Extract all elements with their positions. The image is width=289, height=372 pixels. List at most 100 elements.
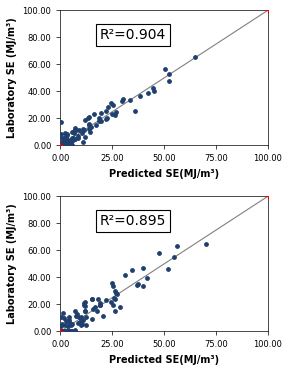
Point [65, 328, 70, 334]
Point [64, 142, 69, 148]
Point [96, 115, 101, 121]
Point [167, 71, 171, 77]
Point [96, 296, 101, 302]
Point [96, 118, 101, 124]
Point [88, 124, 93, 130]
Point [60, 328, 64, 334]
Point [111, 283, 115, 289]
Point [66, 327, 70, 333]
Point [128, 97, 133, 103]
Point [63, 142, 68, 148]
Point [129, 267, 134, 273]
Point [90, 315, 94, 321]
Point [63, 328, 68, 334]
Point [60, 328, 64, 334]
Point [157, 250, 161, 256]
Point [71, 137, 75, 143]
Point [60, 139, 64, 145]
Point [73, 127, 78, 133]
Point [60, 142, 65, 148]
Point [76, 135, 80, 141]
Point [58, 323, 63, 328]
Point [90, 296, 95, 302]
Point [101, 313, 105, 319]
Point [88, 129, 92, 135]
Point [61, 138, 66, 144]
Point [86, 115, 91, 121]
Point [90, 296, 95, 302]
Point [78, 314, 83, 320]
Point [81, 317, 85, 323]
Point [61, 142, 66, 148]
Point [83, 308, 88, 314]
Point [104, 108, 109, 114]
Point [121, 96, 125, 102]
Point [58, 328, 63, 334]
Point [111, 102, 115, 108]
Point [81, 302, 86, 308]
Point [83, 322, 88, 328]
Point [66, 138, 70, 144]
Point [81, 127, 86, 133]
Point [193, 54, 197, 60]
Point [140, 265, 145, 271]
Point [68, 141, 73, 147]
Point [58, 131, 63, 137]
Point [171, 254, 176, 260]
Point [67, 328, 72, 334]
Point [112, 295, 116, 301]
Point [74, 313, 78, 319]
Point [106, 103, 110, 109]
Point [59, 119, 63, 125]
Point [64, 142, 69, 148]
Point [60, 142, 65, 148]
Point [68, 142, 73, 148]
Point [79, 322, 84, 328]
Point [114, 290, 119, 296]
Point [70, 135, 75, 141]
Point [137, 93, 142, 99]
Point [64, 328, 68, 334]
Point [82, 117, 87, 123]
Y-axis label: Laboratory SE (MJ/m³): Laboratory SE (MJ/m³) [7, 17, 17, 138]
Point [62, 137, 67, 143]
Point [114, 109, 118, 115]
Point [60, 142, 65, 148]
Text: R²=0.895: R²=0.895 [100, 214, 166, 228]
Point [73, 308, 77, 314]
Point [60, 135, 64, 141]
Point [60, 140, 64, 146]
Point [59, 140, 64, 146]
Point [95, 308, 99, 314]
Point [203, 241, 208, 247]
Point [65, 136, 70, 142]
Point [117, 304, 122, 310]
Point [110, 111, 114, 117]
Point [70, 137, 74, 143]
Point [99, 110, 104, 116]
Point [114, 291, 119, 297]
Point [63, 140, 68, 145]
Point [62, 142, 66, 148]
Point [72, 136, 77, 142]
Point [70, 135, 74, 141]
Point [108, 299, 113, 305]
Point [61, 315, 66, 321]
Point [72, 128, 76, 134]
Point [112, 288, 117, 294]
Point [63, 130, 67, 136]
Point [145, 275, 150, 281]
Point [152, 87, 156, 93]
Point [69, 321, 74, 327]
Point [59, 328, 64, 334]
Point [145, 90, 150, 96]
Point [69, 323, 73, 328]
Point [90, 306, 95, 312]
Point [64, 131, 69, 137]
Point [113, 112, 118, 118]
Point [68, 320, 72, 326]
Point [66, 324, 70, 330]
Point [175, 243, 179, 249]
Y-axis label: Laboratory SE (MJ/m³): Laboratory SE (MJ/m³) [7, 203, 17, 324]
Point [86, 122, 91, 128]
